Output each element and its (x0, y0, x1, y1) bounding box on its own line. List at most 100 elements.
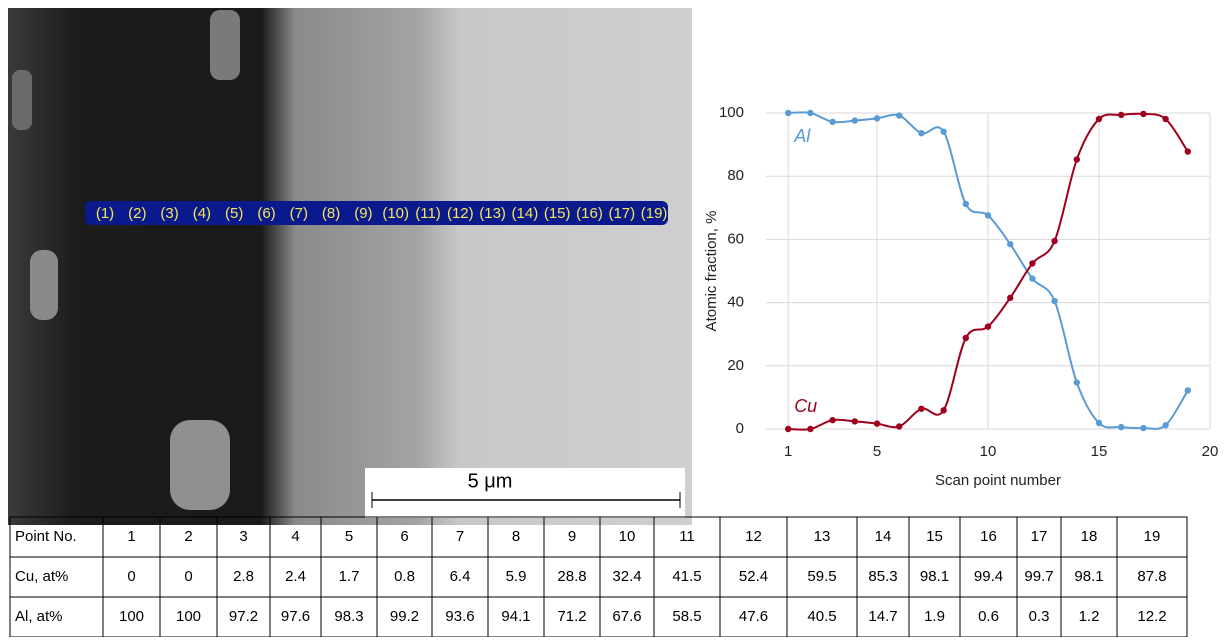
table-header: 11 (679, 528, 695, 545)
point-label: (10) (382, 205, 409, 222)
table-header: 12 (745, 528, 762, 545)
point-label: (16) (576, 205, 603, 222)
table-value: 58.5 (672, 608, 701, 625)
data-point (984, 323, 992, 330)
data-point (873, 115, 881, 122)
table-value: 98.1 (920, 568, 949, 585)
table-header: 7 (456, 528, 464, 545)
data-point (785, 425, 792, 433)
data-point (896, 423, 903, 430)
table-header: 17 (1031, 528, 1048, 545)
data-point (984, 212, 992, 219)
y-tick-label: 100 (719, 104, 744, 121)
table-value: 100 (176, 608, 201, 625)
data-point (1073, 379, 1081, 386)
data-point (1184, 387, 1192, 394)
point-label: (6) (257, 205, 275, 222)
table-header: 16 (980, 528, 997, 545)
table-value: 100 (119, 608, 144, 625)
data-point (918, 405, 925, 412)
data-point (851, 418, 858, 425)
data-point (851, 117, 858, 124)
table-header: 6 (400, 528, 408, 545)
data-point (1029, 275, 1036, 282)
x-tick-label: 15 (1091, 443, 1108, 460)
table-header: 1 (127, 528, 135, 545)
table-header: 10 (619, 528, 636, 545)
point-label: (7) (290, 205, 308, 222)
data-point (1051, 237, 1058, 245)
y-tick-label: 0 (736, 420, 744, 437)
table-value: 1.2 (1079, 608, 1100, 625)
table-value: 99.7 (1024, 568, 1053, 585)
series-label: Al (793, 126, 811, 146)
data-point (962, 334, 969, 342)
data-point (940, 407, 947, 414)
table-header: 13 (814, 528, 831, 545)
point-strip (85, 201, 668, 225)
point-label: (2) (128, 205, 146, 222)
point-label: (1) (96, 205, 114, 222)
table-value: 98.3 (334, 608, 363, 625)
data-point (1162, 422, 1169, 429)
table-value: 67.6 (612, 608, 641, 625)
y-tick-label: 20 (727, 357, 744, 374)
table-value: 71.2 (557, 608, 586, 625)
point-label: (19) (641, 205, 668, 222)
data-point (1095, 419, 1103, 427)
data-point (1007, 240, 1014, 248)
table-value: 2.4 (285, 568, 306, 585)
table-value: 97.6 (281, 608, 310, 625)
table-value: 52.4 (739, 568, 768, 585)
data-point (1073, 156, 1081, 163)
table-value: 32.4 (612, 568, 641, 585)
data-point (1007, 294, 1014, 302)
table-value: 99.4 (974, 568, 1003, 585)
table-value: 47.6 (739, 608, 768, 625)
x-tick-label: 10 (980, 443, 997, 460)
data-point (1118, 423, 1125, 431)
table-header: 3 (239, 528, 247, 545)
point-label: (12) (447, 205, 474, 222)
table-value: 41.5 (672, 568, 701, 585)
point-label: (17) (608, 205, 635, 222)
data-point (1095, 115, 1103, 123)
x-tick-label: 5 (873, 443, 881, 460)
table-value: 0.6 (978, 608, 999, 625)
y-tick-label: 40 (727, 294, 744, 311)
data-point (940, 128, 947, 135)
data-point (1029, 260, 1036, 267)
table-header: 2 (184, 528, 192, 545)
data-point (829, 416, 836, 424)
scale-bar-label: 5 μm (468, 470, 513, 492)
data-point (1118, 111, 1125, 119)
table-value: 98.1 (1074, 568, 1103, 585)
table-value: 12.2 (1137, 608, 1166, 625)
point-label: (14) (512, 205, 539, 222)
table-value: 6.4 (450, 568, 471, 585)
data-point (962, 200, 969, 208)
point-label: (15) (544, 205, 571, 222)
table-value: 0 (127, 568, 135, 585)
table-header: Point No. (15, 528, 77, 545)
table-header: 19 (1144, 528, 1161, 545)
data-point (829, 118, 836, 126)
x-axis-title: Scan point number (935, 472, 1061, 489)
data-point (873, 420, 881, 427)
point-label: (4) (193, 205, 211, 222)
data-point (1140, 110, 1147, 118)
table-value: 2.8 (233, 568, 254, 585)
table-value: 14.7 (868, 608, 897, 625)
table-value: 87.8 (1137, 568, 1166, 585)
data-point (918, 130, 925, 137)
point-label: (8) (322, 205, 340, 222)
table-value: 94.1 (501, 608, 530, 625)
table-value: 59.5 (807, 568, 836, 585)
point-label: (3) (160, 205, 178, 222)
table-value: 28.8 (557, 568, 586, 585)
table-value: 85.3 (868, 568, 897, 585)
table-value: 40.5 (807, 608, 836, 625)
table-value: Cu, at% (15, 568, 68, 585)
